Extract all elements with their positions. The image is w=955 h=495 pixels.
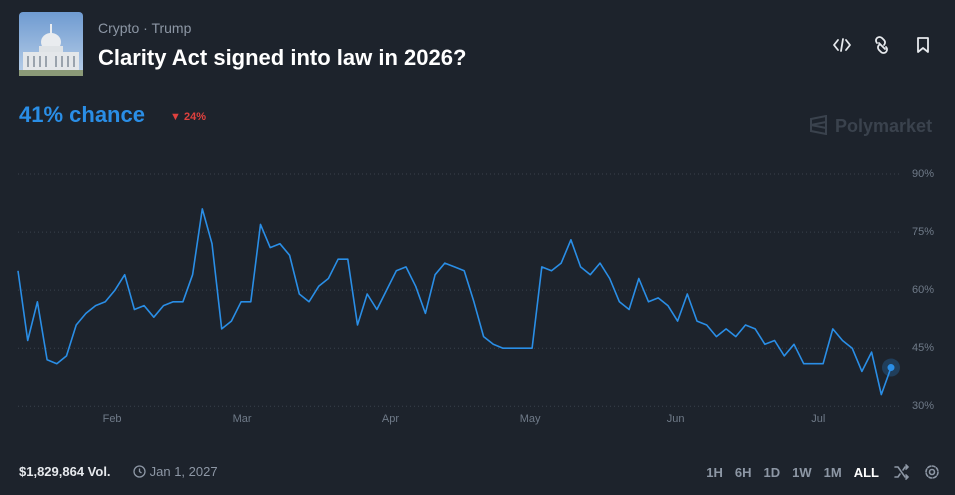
change-value: 24% — [183, 111, 206, 123]
x-tick-label: Jun — [667, 413, 685, 425]
y-tick-label: 75% — [912, 226, 934, 238]
range-button[interactable]: 1H — [706, 465, 723, 480]
y-tick-label: 90% — [912, 168, 934, 180]
header-actions — [833, 36, 929, 54]
chance: 41% chance — [19, 102, 145, 127]
x-tick-label: May — [520, 413, 541, 425]
end-date: Jan 1, 2027 — [133, 464, 218, 479]
range-selector: 1H 6H 1D 1W 1M ALL — [694, 464, 879, 482]
clock-icon — [133, 465, 146, 478]
x-tick-label: Feb — [103, 413, 122, 425]
link-button[interactable] — [875, 36, 888, 54]
category[interactable]: Crypto — [98, 20, 140, 36]
embed-button[interactable] — [833, 38, 851, 52]
bookmark-button[interactable] — [917, 37, 929, 53]
y-tick-label: 60% — [912, 284, 934, 296]
x-tick-label: Apr — [382, 413, 399, 425]
price-line — [17, 208, 892, 396]
range-button[interactable]: 1D — [763, 465, 781, 480]
breadcrumbs: Crypto · Trump — [98, 20, 192, 36]
range-button[interactable]: 1M — [823, 465, 842, 480]
range-button[interactable]: 1W — [792, 465, 812, 480]
current-point — [887, 364, 895, 372]
range-button[interactable]: ALL — [853, 465, 879, 480]
volume: $1,829,864 Vol. — [19, 464, 111, 479]
y-tick-label: 45% — [912, 342, 934, 354]
shuffle-button[interactable] — [894, 464, 910, 480]
brand: Polymarket — [835, 116, 933, 136]
tag[interactable]: Trump — [151, 20, 192, 36]
settings-button[interactable] — [925, 465, 939, 479]
footer-actions — [894, 464, 939, 480]
range-button[interactable]: 6H — [734, 465, 752, 480]
x-tick-label: Mar — [233, 413, 252, 425]
change: ▼ 24% — [170, 111, 206, 123]
x-tick-label: Jul — [811, 413, 825, 425]
end-date-text: Jan 1, 2027 — [149, 464, 218, 479]
watermark: Polymarket — [808, 114, 933, 137]
y-tick-label: 30% — [912, 400, 934, 412]
market-image — [19, 12, 83, 76]
chart: 30% 45% 60% 75% 90% Feb Mar Apr May Jun Jul — [17, 168, 934, 425]
watermark-logo — [810, 114, 827, 136]
market-title: Clarity Act signed into law in 2026? — [98, 45, 467, 70]
